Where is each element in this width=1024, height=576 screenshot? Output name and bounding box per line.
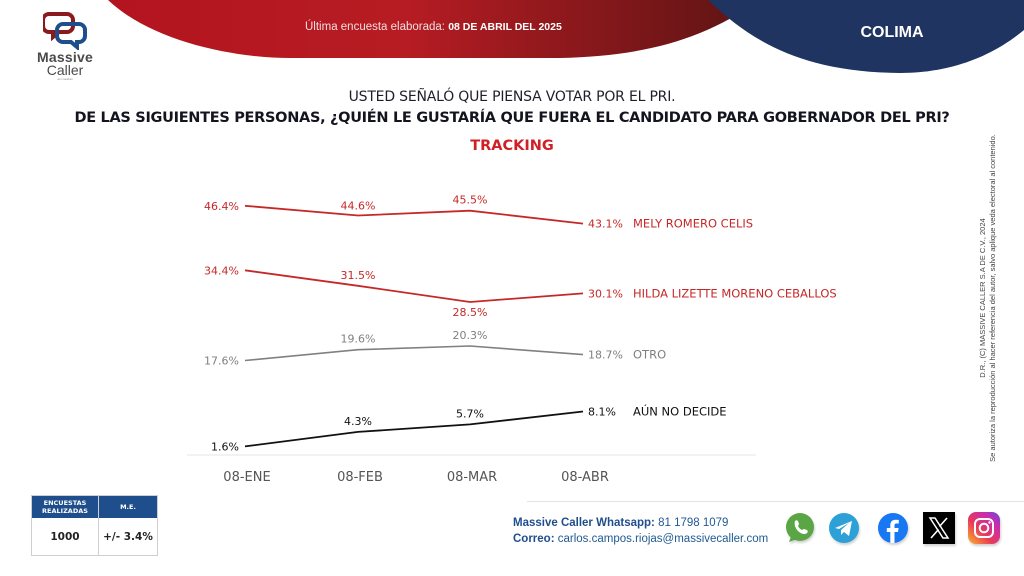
email-link[interactable]: carlos.campos.riojas@massivecaller.com xyxy=(557,533,769,545)
legal-notice: D.R., (C) MASSIVE CALLER S.A DE C.V., 20… xyxy=(978,118,998,478)
legend-label: AÚN NO DECIDE xyxy=(633,404,727,419)
data-label: 34.4% xyxy=(204,264,239,277)
instagram-icon xyxy=(968,512,1000,544)
footer-divider xyxy=(527,501,1024,502)
whatsapp-number[interactable]: 81 1798 1079 xyxy=(658,517,729,529)
legend-label: HILDA LIZETTE MORENO CEBALLOS xyxy=(633,286,837,300)
logo-chat-bubbles-icon xyxy=(43,12,87,50)
x-tick-label: 08-ENE xyxy=(223,470,270,485)
last-survey-info: Última encuesta elaborada: 08 DE ABRIL D… xyxy=(305,21,562,33)
instagram-button[interactable] xyxy=(967,511,1001,545)
data-label: 19.6% xyxy=(341,333,376,346)
data-label: 28.5% xyxy=(453,306,488,319)
x-tick-label: 08-MAR xyxy=(447,470,497,485)
series-line xyxy=(244,345,584,362)
last-survey-date: 08 DE ABRIL DEL 2025 xyxy=(448,21,562,33)
question-intro: USTED SEÑALÓ QUE PIENSA VOTAR POR EL PRI… xyxy=(348,89,676,105)
telegram-icon xyxy=(829,513,859,543)
whatsapp-label: Massive Caller Whatsapp: xyxy=(513,517,655,529)
brand-name-line2: Caller xyxy=(46,62,84,78)
x-icon xyxy=(923,512,955,544)
series-aun-no-decide: 1.6% 4.3% 5.7% 8.1% AÚN NO DECIDE xyxy=(211,404,726,454)
navy-header-shape xyxy=(708,0,1024,73)
facebook-button[interactable] xyxy=(876,511,910,545)
question-title: DE LAS SIGUIENTES PERSONAS, ¿QUIÉN LE GU… xyxy=(74,110,950,126)
series-mely-romero-celis: 46.4% 44.6% 45.5% 43.1% MELY ROMERO CELIS xyxy=(204,194,753,231)
surveys-value: 1000 xyxy=(31,518,99,556)
data-label: 8.1% xyxy=(588,406,616,419)
margin-error-value: +/- 3.4% xyxy=(98,518,158,556)
chart-subtitle: TRACKING xyxy=(470,138,554,154)
facebook-icon xyxy=(878,513,908,543)
data-label: 43.1% xyxy=(588,218,623,231)
data-label: 30.1% xyxy=(588,287,623,300)
series-line xyxy=(244,204,584,225)
brand-name-line1: Massive xyxy=(37,49,93,65)
legend-label: OTRO xyxy=(633,348,666,362)
data-label: 44.6% xyxy=(341,199,376,212)
massive-caller-logo: Massive Caller encuestas xyxy=(30,10,100,81)
data-label: 17.6% xyxy=(204,354,239,367)
series-line xyxy=(244,269,584,303)
telegram-button[interactable] xyxy=(827,511,861,545)
margin-error-header: M.E. xyxy=(98,495,158,518)
data-label: 4.3% xyxy=(344,415,372,428)
whatsapp-icon xyxy=(786,513,814,542)
sample-size-table: ENCUESTAS REALIZADAS M.E. 1000 +/- 3.4% xyxy=(31,495,158,556)
whatsapp-button[interactable] xyxy=(783,511,817,545)
surveys-header: ENCUESTAS REALIZADAS xyxy=(31,495,99,518)
x-tick-label: 08-ABR xyxy=(561,470,609,485)
last-survey-label: Última encuesta elaborada: xyxy=(305,21,445,33)
data-label: 5.7% xyxy=(456,407,484,420)
legend-label: MELY ROMERO CELIS xyxy=(633,217,753,231)
series-hilda-lizette-moreno-ceballos: 34.4% 31.5% 28.5% 30.1% HILDA LIZETTE MORENO… xyxy=(204,264,837,319)
contact-info: Massive Caller Whatsapp: 81 1798 1079 Co… xyxy=(513,515,768,547)
red-header-shape xyxy=(108,0,760,58)
data-label: 18.7% xyxy=(588,349,623,362)
data-label: 20.3% xyxy=(453,329,488,342)
x-twitter-button[interactable] xyxy=(922,511,956,545)
email-label: Correo: xyxy=(513,533,555,545)
data-label: 1.6% xyxy=(211,440,239,453)
series-line xyxy=(244,410,584,448)
data-label: 45.5% xyxy=(453,194,488,207)
reproduction-notice: Se autoriza la reproducción al hacer ref… xyxy=(988,134,997,462)
data-label: 46.4% xyxy=(204,200,239,213)
copyright-text: D.R., (C) MASSIVE CALLER S.A DE C.V., 20… xyxy=(978,218,987,378)
x-tick-label: 08-FEB xyxy=(337,470,383,485)
brand-tagline: encuestas xyxy=(57,77,73,81)
series-otro: 17.6% 19.6% 20.3% 18.7% OTRO xyxy=(204,329,666,367)
region-label: COLIMA xyxy=(860,24,924,41)
data-label: 31.5% xyxy=(341,269,376,282)
